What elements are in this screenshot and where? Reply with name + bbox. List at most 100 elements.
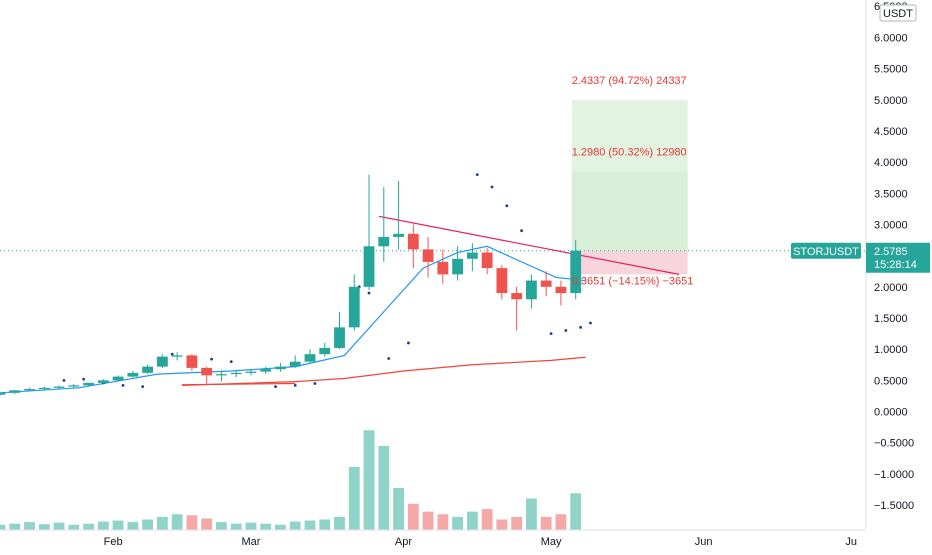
candle-body — [407, 233, 419, 250]
psar-dot — [520, 229, 523, 233]
target1-label: 1.2980 (50.32%) 12980 — [572, 146, 687, 158]
volume-bar — [230, 523, 242, 530]
candle-body — [540, 280, 552, 287]
currency-label: USDT — [883, 8, 913, 20]
volume-bar — [304, 520, 316, 530]
volume-bar — [260, 523, 272, 530]
volume-bar — [452, 516, 464, 530]
candle-body — [53, 386, 65, 388]
candle-body — [24, 389, 35, 391]
psar-dot — [293, 383, 297, 387]
volume-bar — [511, 516, 523, 530]
volume-bar — [142, 519, 154, 530]
trendline-resistance — [378, 215, 680, 275]
volume-bar — [112, 520, 124, 530]
volume-bar — [437, 514, 449, 530]
psar-dot — [564, 329, 568, 332]
x-tick-label: Jun — [695, 536, 713, 548]
candle-body — [171, 355, 183, 357]
candle-body — [142, 366, 154, 373]
volume-bar — [540, 516, 552, 530]
candle-body — [304, 354, 316, 362]
target2-label: 2.4337 (94.72%) 24337 — [572, 75, 687, 87]
volume-bar — [363, 430, 375, 530]
volume-bar — [68, 524, 80, 530]
candle-body — [378, 236, 390, 247]
candle-body — [452, 258, 464, 275]
y-tick-label: −1.0000 — [874, 469, 914, 481]
volume-bar — [496, 519, 508, 530]
candle-body — [38, 387, 50, 390]
candle-body — [0, 392, 6, 395]
currency-badge — [879, 4, 917, 22]
psar-dot — [313, 382, 317, 385]
volume-bar — [245, 522, 257, 530]
candle-body — [363, 246, 375, 287]
volume-bar — [171, 514, 183, 530]
psar-dot — [121, 383, 125, 387]
psar-dot — [589, 321, 592, 325]
volume-bar — [407, 503, 419, 530]
candle-body — [393, 233, 404, 237]
volume-bar — [9, 523, 21, 530]
psar-dot — [387, 357, 391, 360]
candle-body — [275, 366, 286, 370]
x-tick-label: Mar — [241, 536, 260, 548]
ema-short-line — [0, 245, 586, 394]
y-tick-label: 3.0000 — [874, 219, 908, 231]
profit-zone-lower — [571, 171, 688, 251]
volume-bar — [525, 498, 537, 530]
candle-body — [496, 268, 508, 294]
volume-bar — [570, 493, 582, 530]
y-tick-label: 1.0000 — [874, 344, 908, 356]
psar-dot — [475, 173, 479, 176]
y-tick-label: 5.0000 — [874, 95, 908, 107]
volume-bar — [275, 524, 286, 530]
psar-dot — [549, 332, 553, 335]
y-tick-label: 4.5000 — [874, 126, 908, 138]
x-tick-label: Apr — [395, 536, 412, 548]
candle-body — [186, 355, 198, 368]
volume-bar — [83, 523, 94, 530]
candle-body — [83, 382, 94, 386]
candle-body — [437, 261, 449, 275]
psar-dot — [490, 185, 494, 189]
volume-bar — [393, 488, 404, 530]
candle-body — [511, 293, 523, 300]
last-price-label: 2.5785 — [874, 246, 908, 258]
candle-body — [230, 372, 242, 375]
volume-bar — [24, 522, 35, 530]
candle-body — [156, 356, 168, 367]
volume-bar — [97, 521, 109, 530]
psar-dot — [505, 204, 509, 208]
psar-dot — [406, 341, 410, 345]
price-tag — [866, 242, 930, 273]
volume-bar — [481, 509, 493, 530]
profit-zone-upper — [571, 99, 688, 172]
candle-body — [422, 249, 434, 262]
y-tick-label: 1.5000 — [874, 313, 908, 325]
candle-body — [260, 369, 272, 372]
candle-body — [201, 367, 213, 376]
psar-dot — [210, 357, 213, 361]
y-tick-label: 4.0000 — [874, 157, 908, 169]
y-tick-label: 3.5000 — [874, 188, 908, 200]
symbol-label: STORJUSDT — [793, 246, 859, 258]
volume-bar — [319, 519, 331, 530]
candle-body — [97, 380, 109, 383]
y-tick-label: −1.5000 — [874, 500, 914, 512]
candle-body — [9, 390, 21, 393]
volume-bar — [216, 522, 227, 530]
x-tick-label: Feb — [104, 536, 123, 548]
candle-body — [555, 286, 567, 294]
volume-bar — [555, 514, 567, 530]
candle-body — [127, 372, 139, 377]
ema-long-line — [182, 356, 586, 386]
psar-dot — [62, 378, 66, 382]
candle-body — [245, 371, 257, 373]
volume-bar — [53, 522, 65, 530]
volume-bar — [38, 524, 50, 530]
psar-dot — [141, 385, 145, 388]
